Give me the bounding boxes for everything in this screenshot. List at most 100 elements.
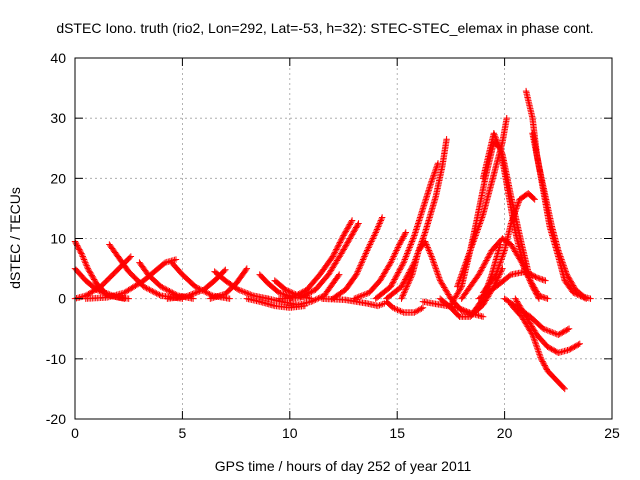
- data-point: [498, 256, 505, 263]
- data-point: [559, 259, 566, 266]
- data-point: [394, 306, 401, 313]
- series-37: [529, 130, 594, 302]
- data-point: [339, 233, 346, 241]
- data-point: [235, 286, 242, 293]
- data-point: [561, 263, 568, 271]
- data-point: [397, 265, 404, 272]
- data-point: [361, 253, 368, 260]
- data-point: [298, 289, 305, 296]
- data-point: [221, 267, 228, 275]
- data-point: [346, 221, 353, 228]
- data-point: [154, 290, 162, 298]
- data-point: [426, 248, 433, 256]
- data-point: [393, 247, 400, 254]
- data-point: [491, 131, 498, 138]
- data-point: [560, 328, 567, 335]
- data-point: [557, 253, 564, 260]
- data-point: [290, 293, 298, 300]
- data-point: [535, 274, 542, 282]
- data-point: [432, 265, 440, 272]
- data-point: [542, 294, 550, 302]
- series-21: [372, 160, 442, 302]
- data-point: [389, 280, 396, 288]
- data-point: [299, 288, 306, 296]
- data-point: [477, 217, 485, 224]
- data-point: [555, 247, 562, 254]
- data-point: [569, 282, 577, 289]
- data-point: [238, 287, 245, 295]
- data-point: [338, 248, 346, 256]
- data-point: [517, 257, 525, 265]
- data-point: [464, 253, 472, 260]
- data-point: [493, 137, 501, 144]
- data-point: [530, 334, 537, 341]
- data-point: [563, 327, 570, 334]
- data-point: [533, 342, 540, 349]
- data-point: [458, 269, 466, 277]
- x-tick-label: 5: [179, 425, 187, 441]
- data-point: [288, 289, 295, 296]
- series-34: [512, 295, 583, 357]
- data-point: [153, 290, 160, 297]
- data-point: [164, 287, 172, 294]
- data-point: [512, 206, 520, 214]
- data-point: [443, 136, 450, 143]
- data-marks: [71, 87, 594, 393]
- data-point: [308, 298, 315, 305]
- data-point: [409, 235, 417, 242]
- data-point: [392, 248, 399, 256]
- series-15: [286, 217, 356, 302]
- data-point: [493, 136, 500, 143]
- data-point: [493, 269, 500, 277]
- data-point: [404, 250, 411, 257]
- data-point: [398, 295, 405, 302]
- data-point: [400, 290, 407, 298]
- data-point: [400, 289, 408, 296]
- data-point: [162, 285, 169, 293]
- series-17: [329, 214, 386, 302]
- series-35: [507, 301, 568, 393]
- data-point: [571, 343, 578, 350]
- data-point: [189, 295, 197, 302]
- data-point: [206, 290, 213, 298]
- data-point: [143, 284, 150, 292]
- data-point: [532, 340, 539, 347]
- data-point: [536, 275, 543, 282]
- data-point: [391, 276, 398, 283]
- data-point: [478, 215, 485, 223]
- data-point: [354, 294, 361, 301]
- data-point: [338, 235, 346, 242]
- data-point: [392, 273, 400, 280]
- data-point: [540, 360, 548, 368]
- data-point: [375, 223, 382, 230]
- data-point: [508, 218, 515, 226]
- data-point: [512, 208, 519, 215]
- data-point: [563, 269, 570, 277]
- data-point: [78, 251, 86, 259]
- data-point: [478, 214, 486, 221]
- data-point: [379, 300, 386, 308]
- data-point: [530, 336, 538, 343]
- data-point: [497, 257, 505, 265]
- data-point: [352, 224, 360, 231]
- data-point: [387, 259, 394, 266]
- data-point: [482, 258, 489, 266]
- data-point: [353, 222, 361, 230]
- data-point: [357, 293, 364, 300]
- data-point: [532, 290, 540, 297]
- data-point: [394, 270, 401, 278]
- data-point: [73, 240, 80, 248]
- data-point: [196, 288, 203, 295]
- x-axis-label: GPS time / hours of day 252 of year 2011: [215, 458, 472, 474]
- data-point: [529, 331, 536, 338]
- data-point: [391, 251, 398, 259]
- data-point: [377, 217, 385, 224]
- data-point: [389, 279, 397, 286]
- data-point: [541, 326, 548, 333]
- data-point: [394, 245, 401, 253]
- data-point: [526, 270, 534, 278]
- data-point: [355, 220, 362, 227]
- data-point: [566, 276, 574, 284]
- data-point: [535, 294, 542, 301]
- series-3: [71, 253, 135, 302]
